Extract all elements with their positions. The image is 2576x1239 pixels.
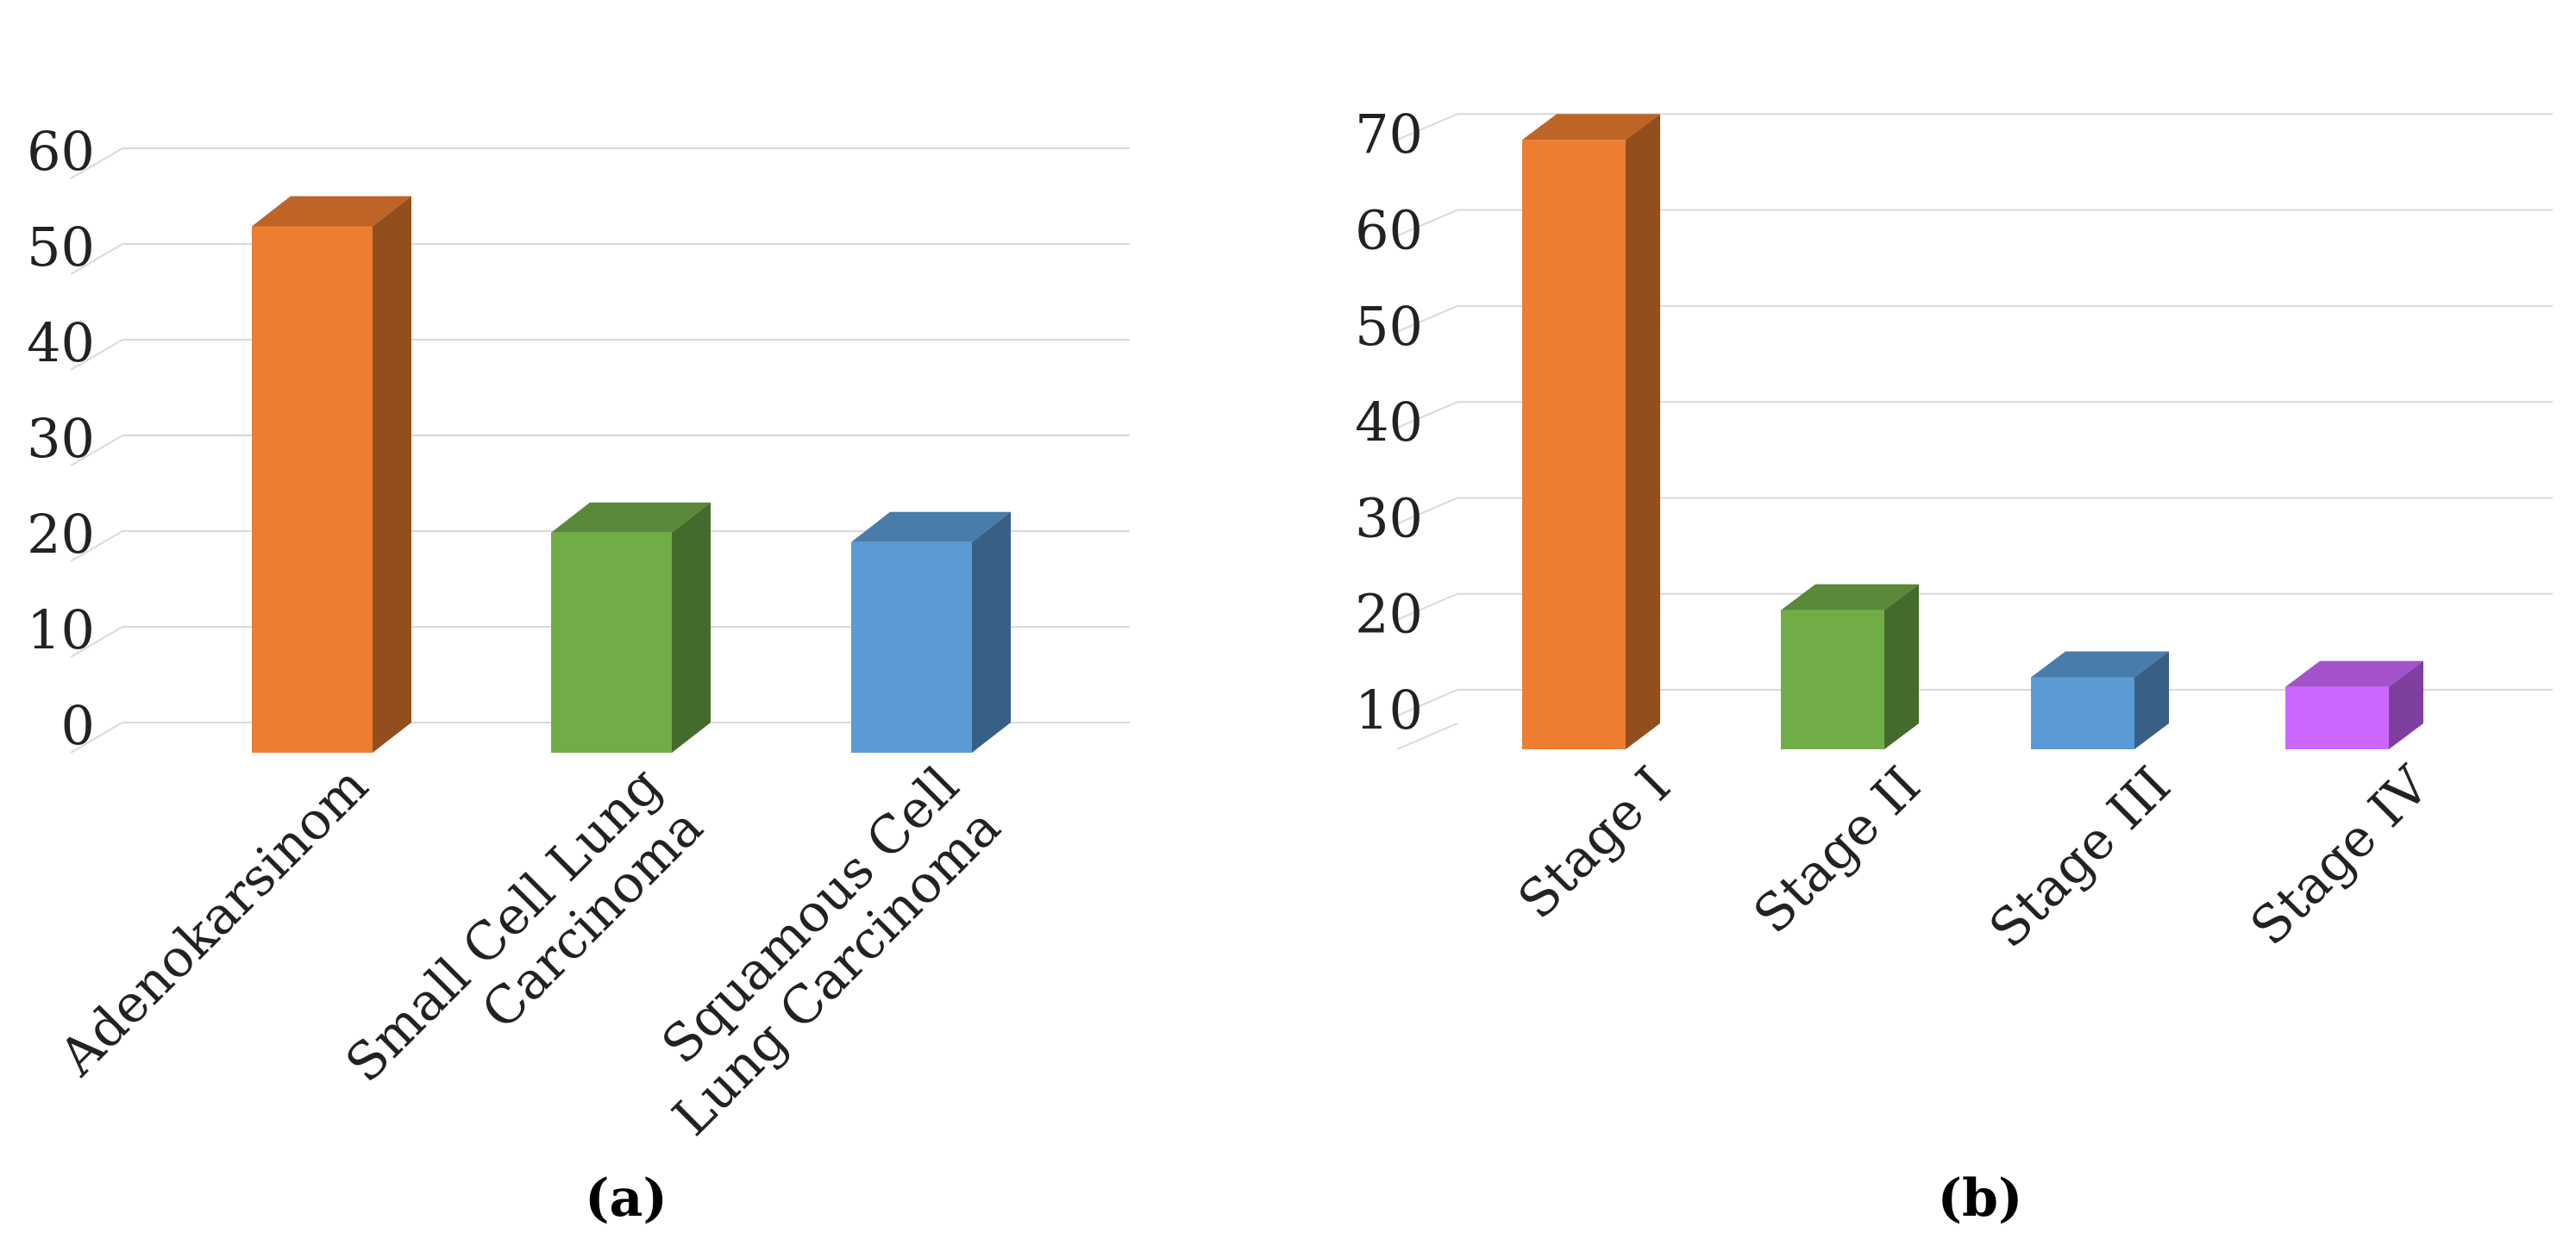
gridline-wall [1396,209,1458,237]
bar-side [373,196,411,753]
gridline-wall [1396,401,1458,429]
gridline-wall [70,339,123,371]
gridline-wall [1396,689,1458,716]
y-tick-label: 20 [1355,583,1423,646]
bar-side [2134,651,2169,749]
x-category-label: Adenokarsinom [47,755,380,1088]
y-tick-label: 0 [61,694,95,757]
gridline-wall [1396,592,1458,621]
bar-a-2 [551,502,711,753]
y-tick-label: 30 [1355,486,1423,549]
x-category-label: Stage I [1507,755,1682,930]
panel-label-b: (b) [1938,1168,2023,1229]
chart-b-stage: 10 20 30 40 50 60 70 Stage I Stage II Stage III St… [1355,103,2553,960]
bar-front [1781,610,1884,749]
gridline-wall [70,530,123,562]
bar-front [1522,140,1626,749]
x-category-line: Stage III [1978,755,2183,960]
bar-side [1884,584,1919,749]
bar-front [2285,686,2389,749]
y-tick-label: 60 [27,120,95,183]
bar-a-1 [252,196,411,753]
bar-b-4 [2285,660,2423,749]
x-category-label: Small Cell LungCarcinoma [335,755,715,1136]
gridline-wall [1396,304,1458,333]
bar-top [1781,584,1919,610]
bar-b-3 [2031,651,2169,749]
bar-top [2285,660,2423,687]
x-category-line: Stage IV [2240,754,2442,957]
y-tick-label: 20 [27,503,95,566]
x-category-line: Adenokarsinom [47,755,380,1088]
bar-front [252,226,373,753]
gridline-wall [70,626,123,658]
bar-front [2031,677,2134,749]
bar-front [851,541,972,753]
bar-b-2 [1781,584,1919,749]
bar-b-1 [1522,114,1660,749]
floor-edge [70,722,123,754]
gridline-wall [1396,113,1458,141]
bar-top [2031,651,2169,678]
y-tick-label: 50 [27,216,95,278]
x-category-label: Stage III [1978,755,2183,960]
y-tick-label: 40 [27,311,95,374]
y-tick-label: 30 [27,407,95,470]
x-category-label: Stage II [1742,755,1932,945]
bar-top [551,502,711,533]
bar-front [551,532,672,753]
bar-side [972,511,1011,753]
panel-label-a: (a) [585,1168,668,1229]
y-tick-label: 50 [1355,295,1423,358]
y-tick-label: 10 [1355,679,1423,742]
x-category-line: Stage II [1742,755,1932,945]
bar-side [2389,660,2423,749]
y-tick-label: 60 [1355,199,1423,262]
bar-top [252,196,411,227]
bar-side [672,502,711,753]
gridline-wall [70,435,123,466]
x-category-line: Stage I [1507,755,1682,930]
y-tick-label: 70 [1355,103,1423,166]
bar-a-3 [851,511,1011,753]
gridline-wall [1396,497,1458,525]
bar-top [1522,114,1660,141]
y-tick-label: 40 [1355,391,1423,454]
x-category-label: Stage IV [2240,754,2442,957]
bar-side [1626,114,1660,749]
gridline-wall [70,147,123,179]
bar-top [851,511,1011,542]
floor-edge [1396,723,1458,750]
gridline-wall [70,243,123,275]
y-tick-label: 10 [27,598,95,661]
